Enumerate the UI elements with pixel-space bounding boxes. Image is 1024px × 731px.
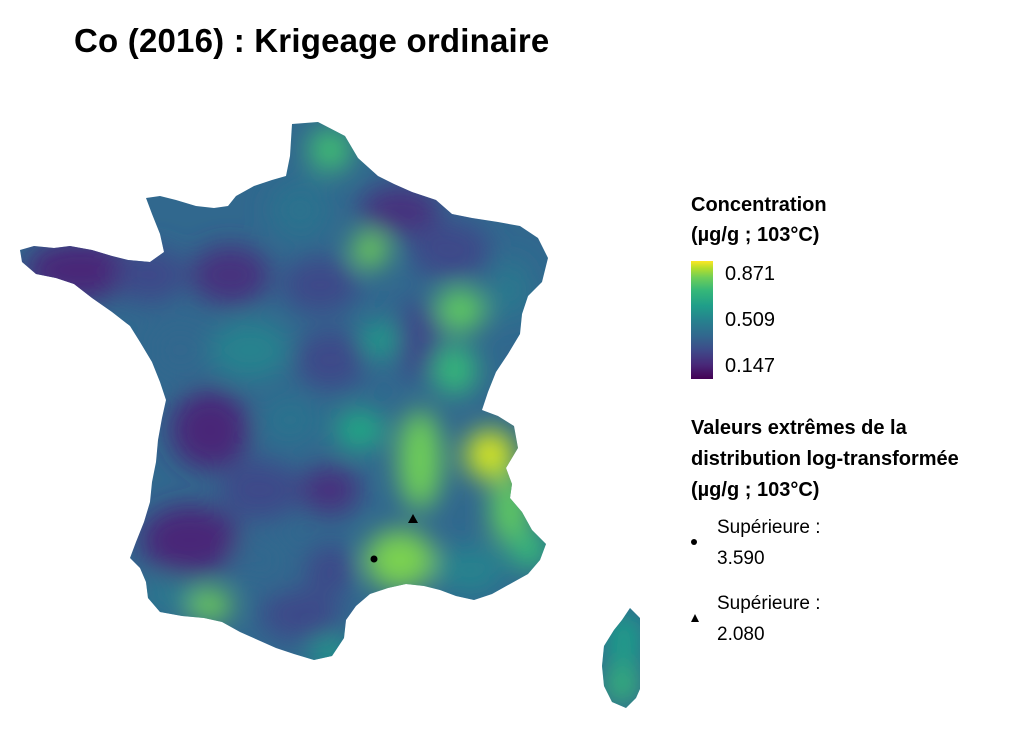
extremes-title-line-1: Valeurs extrêmes de la <box>691 417 907 439</box>
extreme-item-circle: Supérieure : 3.590 <box>691 512 1021 582</box>
colorbar-title-line-2: (µg/g ; 103°C) <box>691 224 820 246</box>
kriging-map <box>0 100 646 726</box>
extreme-item-triangle: Supérieure : 2.080 <box>691 588 1021 658</box>
colorbar: 0.871 0.509 0.147 <box>691 261 1021 379</box>
colorbar-tick-mid <box>713 320 719 321</box>
colorbar-title-line-1: Concentration <box>691 194 827 216</box>
extreme-text: Supérieure : 3.590 <box>717 512 821 574</box>
kriging-surface <box>20 122 646 708</box>
colorbar-label-mid: 0.509 <box>725 309 776 331</box>
extreme-label: Supérieure : <box>717 593 821 614</box>
extreme-value: 2.080 <box>717 624 765 645</box>
colorbar-label-min: 0.147 <box>725 355 776 377</box>
extreme-point-circle <box>370 555 378 563</box>
legend: Concentration (µg/g ; 103°C) 0.871 0.509… <box>691 190 1021 658</box>
france-map-svg <box>20 122 646 708</box>
colorbar-tick-bottom <box>713 366 719 367</box>
circle-symbol-icon <box>691 539 697 545</box>
colorbar-gradient <box>691 261 713 379</box>
triangle-symbol-icon <box>691 614 699 622</box>
colorbar-title: Concentration (µg/g ; 103°C) <box>691 190 1021 250</box>
extremes-title: Valeurs extrêmes de la distribution log-… <box>691 413 1021 506</box>
extremes-title-line-3: (µg/g ; 103°C) <box>691 479 820 501</box>
extreme-label: Supérieure : <box>717 517 821 538</box>
extreme-point-triangle <box>408 514 418 523</box>
extreme-text: Supérieure : 2.080 <box>717 588 821 650</box>
extremes-title-line-2: distribution log-transformée <box>691 448 959 470</box>
extreme-value: 3.590 <box>717 548 765 569</box>
map-title: Co (2016) : Krigeage ordinaire <box>74 22 550 59</box>
colorbar-tick-top <box>713 274 719 275</box>
colorbar-label-max: 0.871 <box>725 263 776 285</box>
